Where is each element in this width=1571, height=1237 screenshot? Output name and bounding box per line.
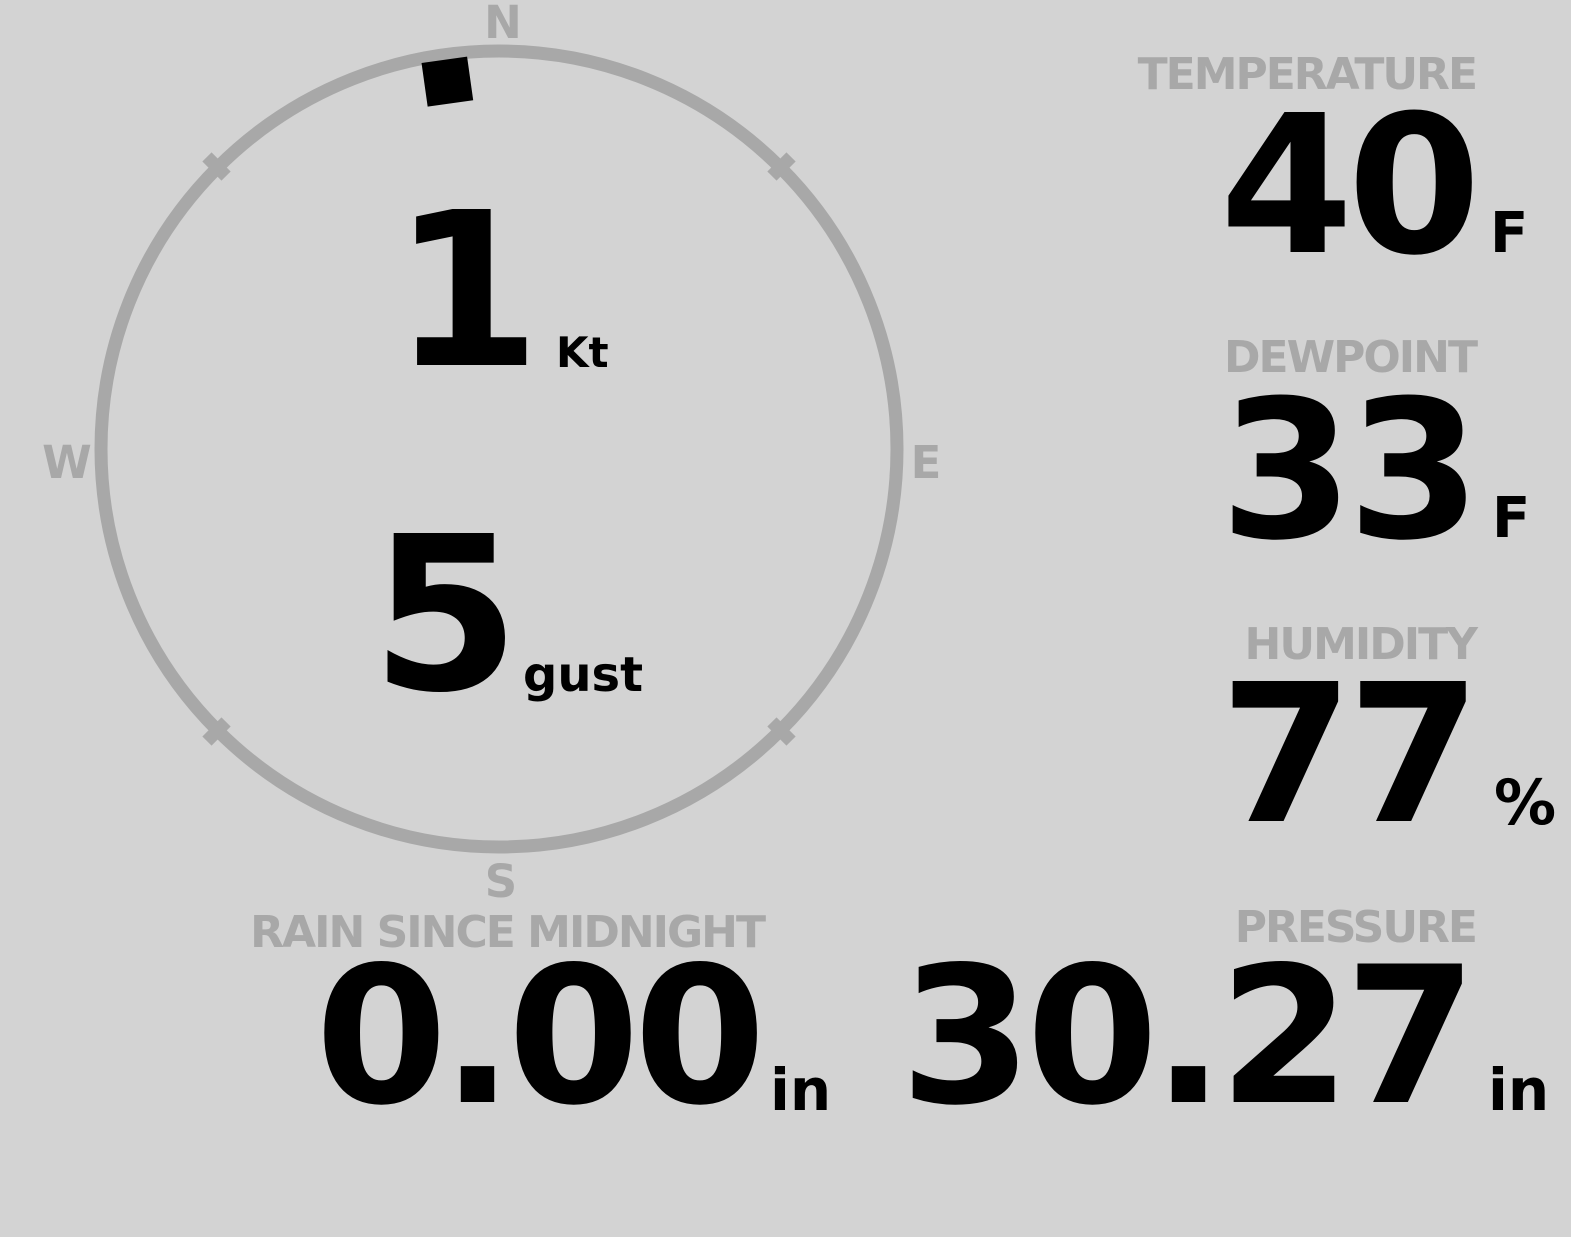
compass-label-south: S xyxy=(485,855,517,908)
temperature-unit: F xyxy=(1490,201,1529,266)
compass-tick-ne xyxy=(767,152,796,181)
humidity-value: 77 xyxy=(1219,644,1481,867)
humidity-label: HUMIDITY xyxy=(1244,619,1478,670)
wind-direction-marker xyxy=(421,56,474,107)
dewpoint-label: DEWPOINT xyxy=(1224,332,1478,383)
compass-tick-se xyxy=(767,717,796,746)
wind-compass: N E S W xyxy=(42,0,942,908)
compass-ring xyxy=(94,44,904,854)
pressure-unit: in xyxy=(1488,1056,1550,1124)
compass-label-north: N xyxy=(484,0,522,49)
pressure-value: 30.27 xyxy=(900,926,1477,1147)
rain-label: RAIN SINCE MIDNIGHT xyxy=(250,907,766,958)
temperature-value: 40 xyxy=(1219,75,1481,298)
compass-label-east: E xyxy=(911,436,942,489)
temperature-label: TEMPERATURE xyxy=(1137,49,1478,100)
compass-tick-nw xyxy=(202,152,231,181)
rain-unit: in xyxy=(770,1056,832,1124)
rain-value: 0.00 xyxy=(315,926,766,1147)
compass-tick-sw xyxy=(202,717,231,746)
wind-speed-unit: Kt xyxy=(556,328,609,377)
wind-gust-unit: gust xyxy=(523,647,644,703)
dewpoint-unit: F xyxy=(1492,486,1531,551)
wind-speed-value: 1 xyxy=(392,167,541,416)
wind-gust-value: 5 xyxy=(371,491,520,740)
pressure-label: PRESSURE xyxy=(1234,902,1478,953)
dewpoint-value: 33 xyxy=(1219,360,1481,583)
humidity-unit: % xyxy=(1494,766,1557,839)
compass-label-west: W xyxy=(42,436,92,489)
